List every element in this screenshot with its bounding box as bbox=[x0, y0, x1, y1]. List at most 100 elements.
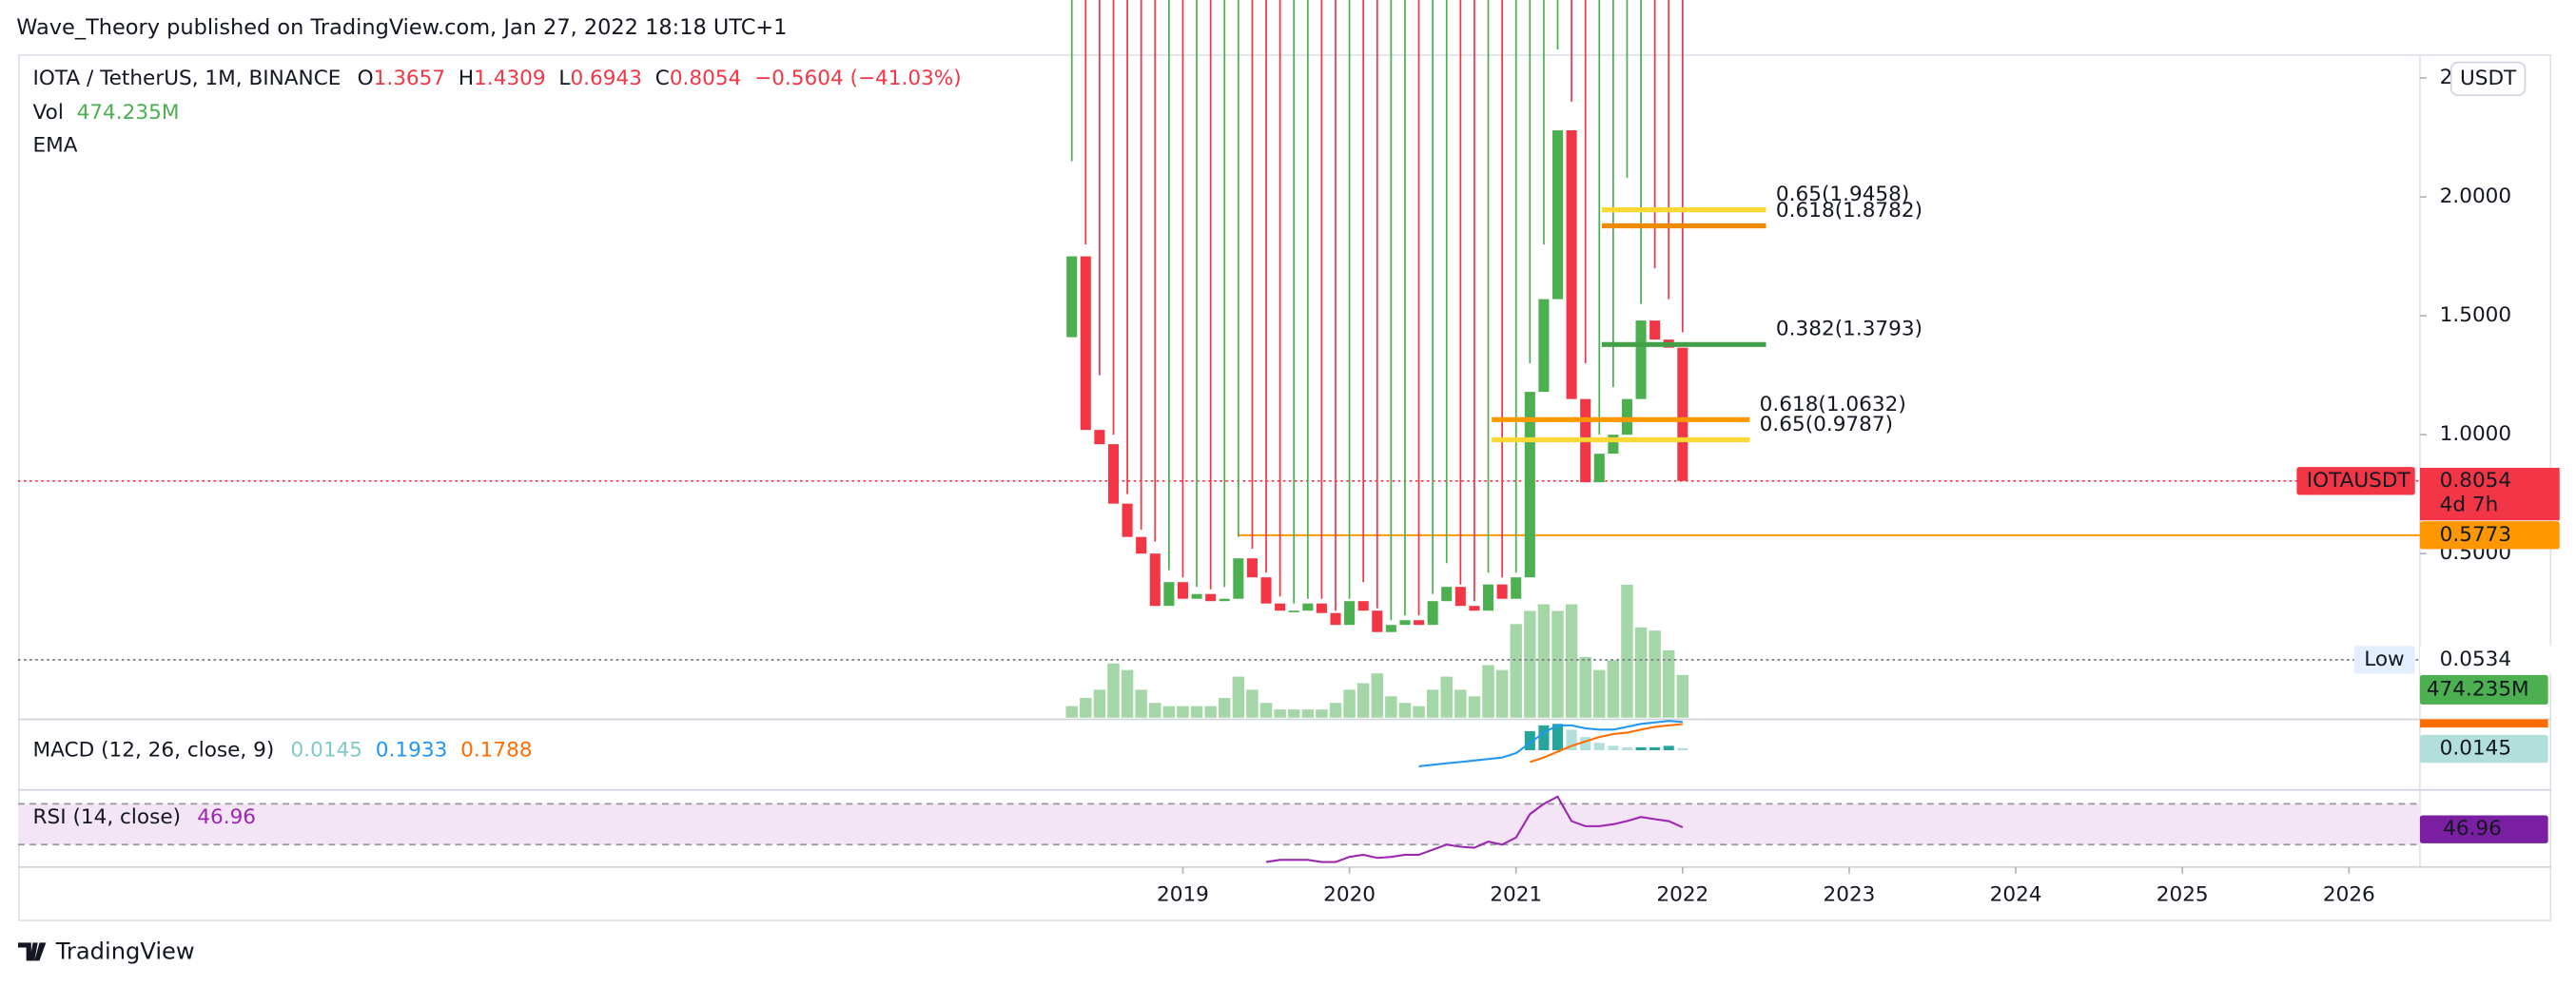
volume-bar bbox=[1316, 709, 1328, 718]
volume-bar bbox=[1288, 709, 1300, 718]
volume-bar bbox=[1495, 669, 1509, 718]
volume-price-box bbox=[2419, 674, 2548, 705]
volume-bar bbox=[1385, 696, 1397, 718]
symbol-box bbox=[2296, 467, 2415, 495]
candle-body bbox=[1330, 612, 1341, 626]
candle-body bbox=[1414, 620, 1425, 626]
candle-body bbox=[1399, 620, 1411, 626]
candle-body bbox=[1316, 603, 1327, 613]
macd-hist-bar bbox=[1593, 743, 1605, 750]
macd-value: 0.1933 bbox=[376, 738, 448, 762]
candle-body bbox=[1608, 435, 1619, 455]
volume-price-label: 474.235M bbox=[2427, 677, 2529, 701]
volume-bar bbox=[1510, 624, 1522, 718]
symbol-label: IOTAUSDT bbox=[2307, 469, 2411, 493]
rsi-price-box bbox=[2419, 815, 2548, 843]
ohlc-value: 0.6943 bbox=[570, 67, 642, 90]
fib-label: 0.618(1.8782) bbox=[1776, 199, 1922, 223]
ohlc-value: 1.3657 bbox=[374, 67, 446, 90]
volume-bar bbox=[1259, 703, 1273, 718]
volume-bar bbox=[1440, 676, 1453, 718]
x-tick-label: 2021 bbox=[1490, 882, 1542, 906]
rsi-price-label: 46.96 bbox=[2443, 817, 2502, 841]
y-tick-label: 2.0000 bbox=[2440, 184, 2512, 208]
last-price-label: 0.8054 bbox=[2440, 469, 2512, 493]
ohlc-key: C bbox=[655, 67, 670, 90]
volume-bar bbox=[1398, 703, 1412, 718]
volume-name: Vol bbox=[33, 101, 64, 125]
macd-hist-bar bbox=[1621, 746, 1632, 750]
macd-line bbox=[1418, 720, 1683, 767]
macd-price-label: 0.0145 bbox=[2440, 737, 2512, 761]
candle-body bbox=[1677, 347, 1688, 481]
unit-button-label[interactable]: USDT bbox=[2460, 67, 2517, 90]
countdown-label: 4d 7h bbox=[2440, 494, 2499, 517]
candle-body bbox=[1593, 454, 1605, 483]
volume-bar bbox=[1551, 610, 1564, 718]
y-tick-label: 1.0000 bbox=[2440, 422, 2512, 446]
volume-bar bbox=[1649, 630, 1661, 718]
unit-button[interactable] bbox=[2449, 61, 2527, 97]
candle-body bbox=[1149, 553, 1161, 607]
plot-layer: 2.50002.00001.50001.00000.50002019202020… bbox=[17, 0, 2560, 906]
volume-bar bbox=[1107, 663, 1120, 718]
low-tag-box bbox=[2353, 646, 2415, 674]
rsi-value: 46.96 bbox=[197, 805, 256, 829]
macd-hist-bar bbox=[1580, 737, 1591, 750]
volume-bar bbox=[1482, 665, 1494, 718]
candle-body bbox=[1621, 398, 1632, 435]
x-tick-label: 2026 bbox=[2323, 882, 2375, 906]
macd-hist-bar bbox=[1608, 745, 1619, 750]
candle-body bbox=[1163, 582, 1175, 607]
macd-hist-bar bbox=[1649, 746, 1661, 750]
volume-bar bbox=[1537, 604, 1551, 718]
macd-hist-bar bbox=[1663, 745, 1674, 750]
low-price-label: 0.0534 bbox=[2440, 648, 2512, 671]
candle-body bbox=[1122, 503, 1133, 537]
ohlc-key: O bbox=[358, 67, 374, 90]
x-tick-label: 2023 bbox=[1823, 882, 1875, 906]
candle-body bbox=[1107, 444, 1120, 504]
rsi-band bbox=[17, 803, 2420, 845]
ohlc-key: L bbox=[558, 67, 570, 90]
volume-legend: Vol 474.235M bbox=[33, 101, 180, 125]
signal-line bbox=[1530, 723, 1683, 764]
volume-bar bbox=[1065, 706, 1078, 718]
rsi-line bbox=[1265, 795, 1684, 863]
volume-bar bbox=[1468, 696, 1481, 718]
volume-bar bbox=[1246, 689, 1259, 718]
horizontal-price-label: 0.5773 bbox=[2440, 523, 2512, 547]
volume-bar bbox=[1579, 656, 1591, 718]
candle-body bbox=[1482, 584, 1494, 611]
candle-body bbox=[1233, 558, 1244, 599]
volume-bar bbox=[1121, 669, 1134, 718]
volume-bar bbox=[1135, 689, 1147, 718]
volume-bar bbox=[1426, 689, 1439, 718]
volume-bar bbox=[1634, 627, 1648, 718]
ohlc-value: 1.4309 bbox=[474, 67, 546, 90]
candle-body bbox=[1538, 299, 1550, 393]
candle-body bbox=[1649, 320, 1661, 340]
candle-body bbox=[1427, 601, 1438, 626]
x-tick-label: 2022 bbox=[1656, 882, 1708, 906]
rsi-name: RSI (14, close) bbox=[33, 805, 182, 829]
last-price-box bbox=[2419, 467, 2560, 521]
volume-bar bbox=[1190, 706, 1203, 718]
macd-hist-bar bbox=[1551, 724, 1564, 750]
macd-hist-bar bbox=[1677, 747, 1688, 750]
x-tick-label: 2025 bbox=[2156, 882, 2209, 906]
candle-body bbox=[1219, 598, 1230, 602]
low-price-box bbox=[2419, 646, 2560, 674]
candle-body bbox=[1094, 430, 1105, 445]
fib-label: 0.65(0.9787) bbox=[1760, 413, 1893, 436]
volume-bar bbox=[1413, 706, 1425, 718]
volume-bar bbox=[1162, 706, 1176, 718]
logo-icon bbox=[17, 942, 47, 961]
footer-logo: TradingView bbox=[17, 939, 195, 965]
macd-signal-value: 0.1788 bbox=[460, 738, 533, 762]
fib-label: 0.65(1.9458) bbox=[1776, 183, 1909, 206]
ema-legend: EMA bbox=[33, 134, 78, 158]
candle-body bbox=[1454, 587, 1466, 607]
candle-body bbox=[1524, 392, 1535, 578]
